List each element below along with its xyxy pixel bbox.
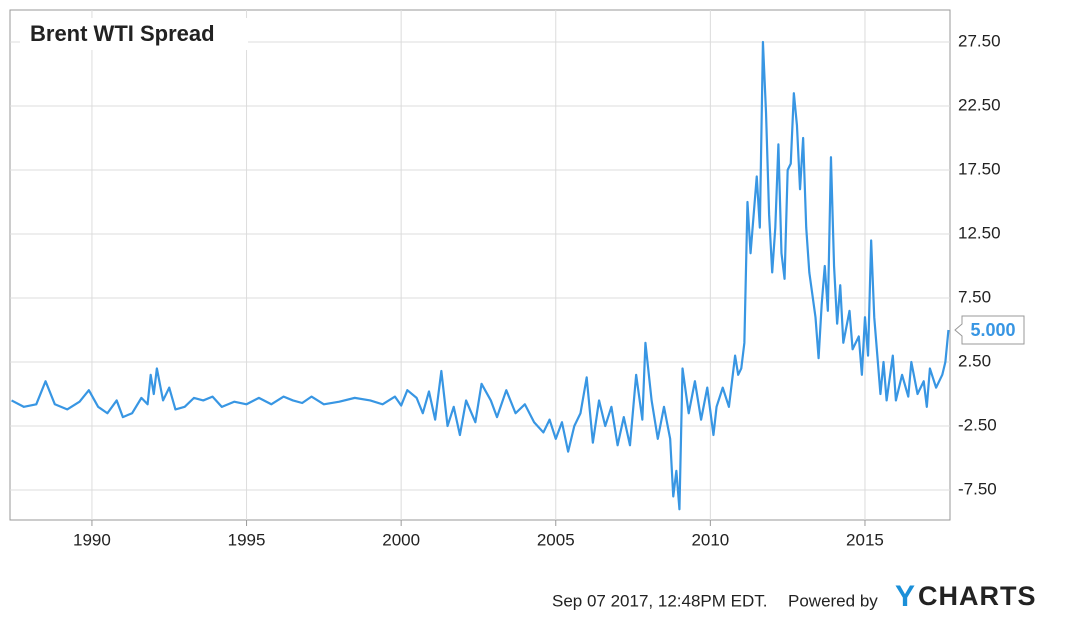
y-tick-label: 2.50 xyxy=(958,352,991,371)
footer-timestamp: Sep 07 2017, 12:48PM EDT. xyxy=(552,591,767,610)
line xyxy=(11,40,950,511)
x-tick-label: 1995 xyxy=(228,530,266,549)
value-label-box xyxy=(954,315,1025,345)
x-tick-label: 2015 xyxy=(846,530,884,549)
y-tick-label: 7.50 xyxy=(958,288,991,307)
legend-label: Brent WTI Spread xyxy=(30,21,215,46)
legend-box xyxy=(20,18,248,50)
y-tick-label: 12.50 xyxy=(958,224,1001,243)
y-tick-label: -7.50 xyxy=(958,480,997,499)
y-tick-label: 22.50 xyxy=(958,95,1001,114)
x-tick-label: 1990 xyxy=(73,530,111,549)
value-label: 5.000 xyxy=(970,320,1015,340)
footer-powered: Powered by xyxy=(788,591,878,610)
logo-rest: CHARTS xyxy=(918,581,1037,611)
x-tick-label: 2005 xyxy=(537,530,575,549)
y-tick-label: 27.50 xyxy=(958,31,1001,50)
y-tick-label: -2.50 xyxy=(958,416,997,435)
x-tick-label: 2000 xyxy=(382,530,420,549)
y-tick-label: 17.50 xyxy=(958,159,1001,178)
series xyxy=(11,40,950,511)
logo-y: Y xyxy=(895,580,915,613)
x-tick-label: 2010 xyxy=(691,530,729,549)
